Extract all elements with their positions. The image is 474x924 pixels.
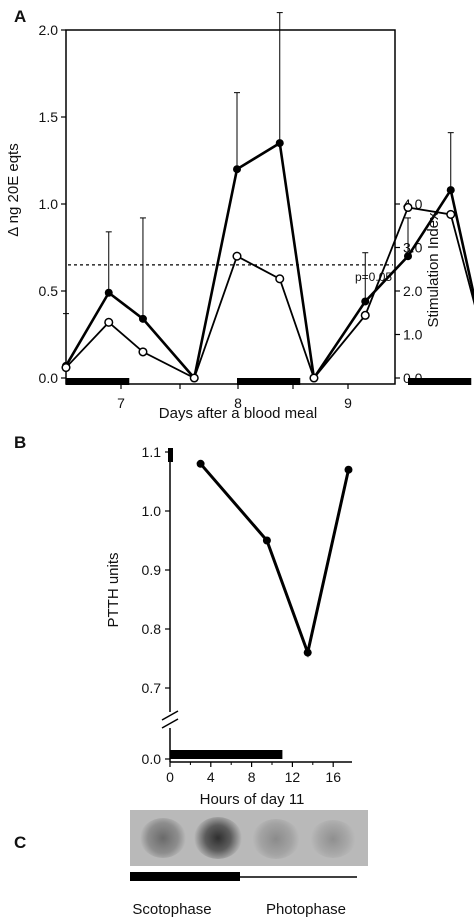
- gel-blot-image: [130, 810, 368, 866]
- panel-a-xtick-label: 8: [234, 395, 242, 411]
- panel-a-y2tick-label: 1.0: [403, 327, 423, 343]
- panel-a-point-open: [232, 251, 242, 261]
- panel-a-series-filled-line: [64, 140, 474, 382]
- panel-a-xtick-label: 7: [117, 395, 125, 411]
- panel-b-xtick-label: 4: [207, 769, 215, 785]
- panel-a-scotophase-bar: [408, 378, 472, 385]
- blot-spot: [252, 819, 300, 859]
- panel-b-xtick-label: 16: [325, 769, 341, 785]
- panel-a-ylabel: Δ ng 20E eqts: [5, 143, 22, 236]
- panel-b-ytick-label: 0.9: [142, 562, 162, 578]
- panel-c-letter: C: [14, 833, 26, 852]
- blot-spot: [310, 820, 356, 858]
- panel-a-point-open: [309, 373, 319, 383]
- panel-b-ytick-label: 1.1: [142, 444, 162, 460]
- panel-b-xtick-label: 8: [248, 769, 256, 785]
- panel-b-point: [344, 465, 353, 474]
- panel-b-xlabel: Hours of day 11: [200, 791, 305, 808]
- panel-a-point-filled: [275, 139, 284, 148]
- panel-a-ytick-label: 0.0: [39, 370, 59, 386]
- panel-a-ytick-label: 2.0: [39, 22, 59, 38]
- panel-a-point-open: [360, 310, 370, 320]
- panel-a-ytick-label: 1.0: [39, 196, 59, 212]
- panel-a-point-filled: [233, 165, 241, 174]
- panel-a-point-open: [403, 202, 413, 213]
- panel-b-axis-break: [161, 718, 179, 729]
- panel-a-point-open: [61, 363, 71, 373]
- panel-a-point-open: [189, 373, 199, 383]
- panel-a-point-filled: [104, 288, 113, 297]
- panel-b-ylabel: PTTH units: [105, 552, 122, 627]
- panel-b-ytick-label: 1.0: [142, 503, 162, 519]
- panel-a-scotophase-bar: [237, 378, 301, 385]
- blot-spot: [194, 817, 242, 859]
- panel-b-axis-break: [161, 710, 179, 721]
- panel-a-point-filled: [361, 297, 370, 306]
- panel-b-chart: 0.7 0.8 0.9 1.0 1.1 0.00 4 8 12 16: [142, 444, 353, 785]
- panel-a-point-open: [138, 347, 148, 357]
- panel-a-frame: [65, 29, 396, 385]
- panel-b-scotophase-bar: [170, 750, 283, 759]
- blot-spot: [140, 818, 186, 858]
- panel-a-point-filled: [138, 314, 147, 323]
- scotophase-label: Scotophase: [132, 901, 211, 918]
- scotophase-bar: [130, 872, 240, 881]
- panel-a-y2tick-label: 2.0: [403, 283, 423, 299]
- photophase-label: Photophase: [266, 901, 346, 918]
- panel-a-y2label: Stimulation Index: [425, 212, 442, 328]
- panel-a-letter: A: [14, 7, 26, 26]
- panel-a-point-filled: [446, 186, 455, 195]
- panel-a-point-filled: [404, 252, 412, 261]
- panel-a-point-open: [446, 209, 456, 219]
- panel-a-point-open: [275, 274, 285, 284]
- panel-b-top-mark: [168, 448, 173, 462]
- panel-a-xlabel: Days after a blood meal: [159, 405, 317, 422]
- panel-a-xtick-label: 9: [344, 395, 352, 411]
- panel-a-threshold-label: p=0.05: [355, 270, 392, 284]
- panel-b-point: [262, 536, 271, 545]
- panel-b-point: [196, 459, 205, 468]
- panel-a-ytick-label: 0.5: [39, 283, 59, 299]
- panel-b-ytick-label: 0.0: [142, 751, 162, 767]
- panel-b-ytick-label: 0.8: [142, 621, 162, 637]
- panel-b-point: [303, 648, 312, 657]
- panel-a-scotophase-bar: [66, 378, 130, 385]
- panel-b-series-line: [199, 462, 350, 658]
- panel-b-ytick-label: 0.7: [142, 680, 162, 696]
- panel-b-xtick-label: 0: [166, 769, 174, 785]
- panel-b-xtick-label: 12: [285, 769, 301, 785]
- panel-a-point-open: [104, 317, 114, 327]
- panel-a-ytick-label: 1.5: [39, 109, 59, 125]
- panel-b-letter: B: [14, 433, 26, 452]
